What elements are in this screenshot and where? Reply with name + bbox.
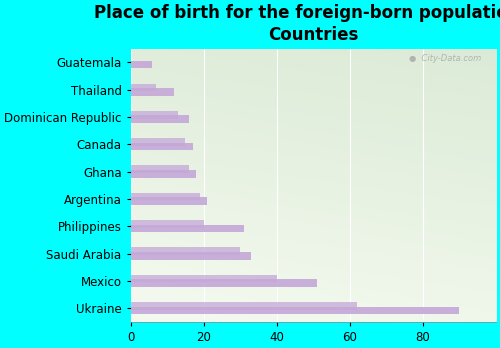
Bar <box>130 143 192 150</box>
Bar <box>130 302 357 310</box>
Bar <box>130 247 240 255</box>
Bar <box>130 197 208 205</box>
Bar <box>130 61 152 69</box>
Bar <box>130 138 186 146</box>
Bar <box>130 166 189 173</box>
Bar <box>130 275 276 282</box>
Bar <box>130 279 317 287</box>
Bar <box>130 170 196 178</box>
Bar <box>130 116 189 123</box>
Bar <box>130 220 204 228</box>
Text: ●  City-Data.com: ● City-Data.com <box>409 54 481 63</box>
Title: Place of birth for the foreign-born population -
Countries: Place of birth for the foreign-born popu… <box>94 4 500 44</box>
Bar <box>130 84 156 91</box>
Bar <box>130 252 251 260</box>
Bar <box>130 225 244 232</box>
Bar <box>130 88 174 96</box>
Bar <box>130 193 200 200</box>
Bar <box>130 111 178 119</box>
Bar <box>130 307 460 314</box>
